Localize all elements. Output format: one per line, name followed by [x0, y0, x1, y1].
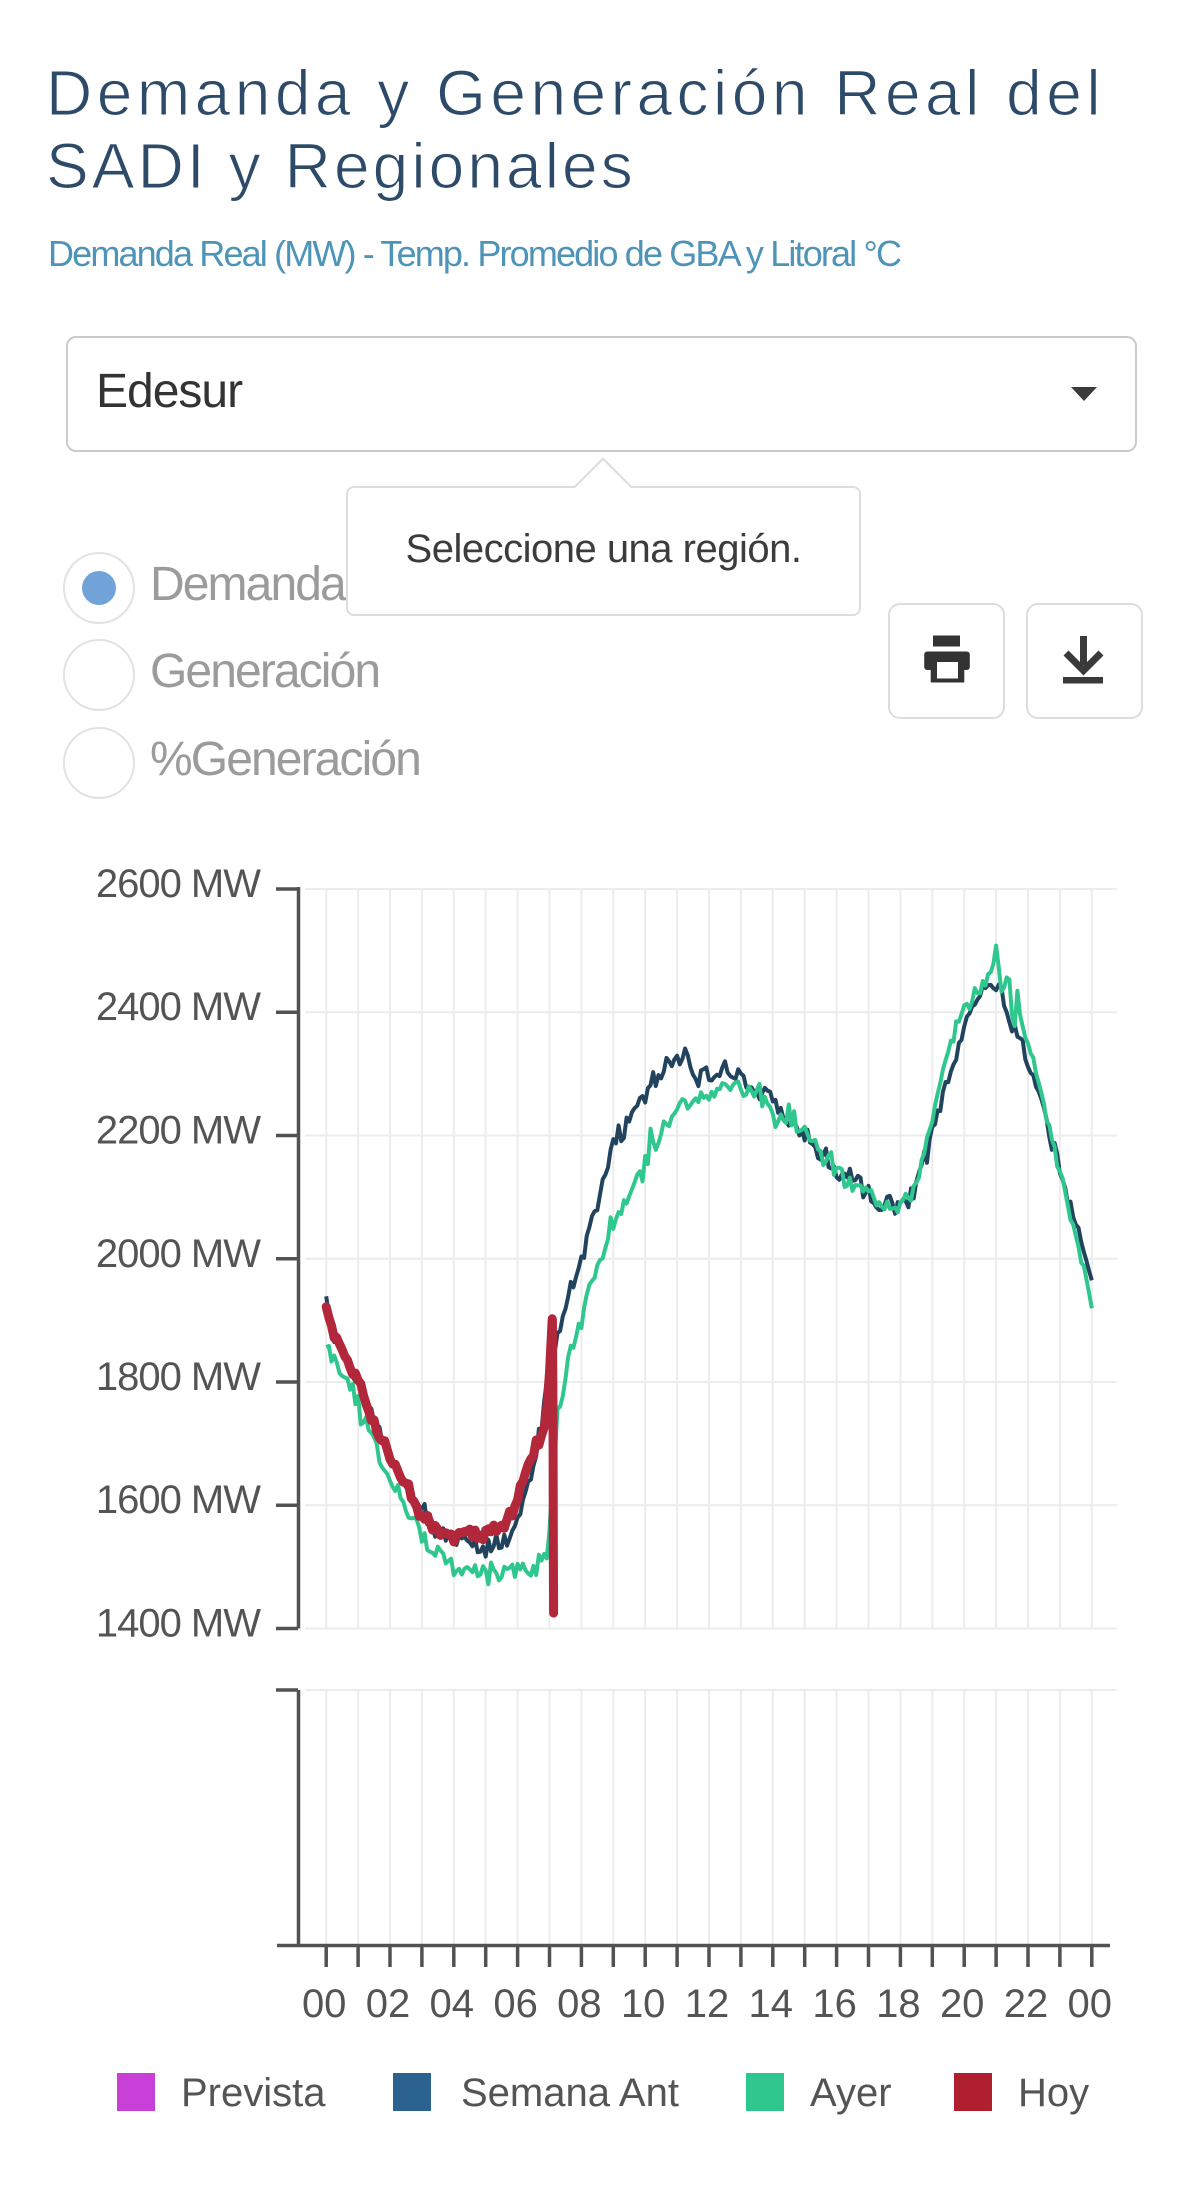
- svg-text:02: 02: [366, 1982, 411, 2026]
- svg-text:22: 22: [1004, 1982, 1049, 2026]
- svg-text:1800 MW: 1800 MW: [96, 1355, 261, 1399]
- svg-text:04: 04: [430, 1982, 475, 2026]
- svg-text:16: 16: [812, 1982, 857, 2026]
- svg-text:2200 MW: 2200 MW: [96, 1109, 261, 1153]
- svg-text:10: 10: [621, 1982, 666, 2026]
- svg-text:14: 14: [749, 1982, 794, 2026]
- svg-text:2400 MW: 2400 MW: [96, 985, 261, 1029]
- svg-text:08: 08: [557, 1982, 602, 2026]
- svg-text:2000 MW: 2000 MW: [96, 1232, 261, 1276]
- svg-text:1400 MW: 1400 MW: [96, 1602, 261, 1646]
- svg-text:2600 MW: 2600 MW: [96, 862, 261, 906]
- svg-text:00: 00: [1068, 1982, 1113, 2026]
- svg-text:1600 MW: 1600 MW: [96, 1478, 261, 1522]
- svg-text:20: 20: [940, 1982, 985, 2026]
- svg-text:18: 18: [876, 1982, 921, 2026]
- svg-text:06: 06: [493, 1982, 538, 2026]
- svg-text:00: 00: [302, 1982, 347, 2026]
- svg-text:12: 12: [685, 1982, 730, 2026]
